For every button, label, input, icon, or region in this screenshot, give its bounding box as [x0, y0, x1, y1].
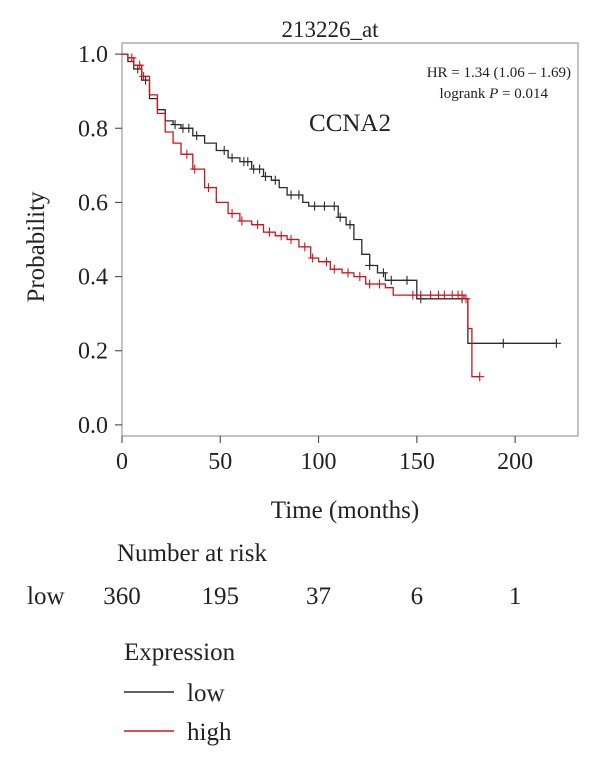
censor-mark-low: [329, 201, 339, 211]
censor-mark-high: [343, 268, 353, 278]
censor-mark-low: [365, 260, 375, 270]
censor-mark-low: [219, 146, 229, 156]
x-axis-label: Time (months): [271, 497, 419, 524]
censor-mark-low: [402, 275, 412, 285]
censor-mark-high: [203, 183, 213, 193]
censor-mark-high: [135, 60, 145, 70]
censor-mark-high: [461, 294, 471, 304]
risk-value: 37: [306, 583, 331, 610]
chart-title: 213226_at: [281, 17, 379, 42]
censor-mark-high: [408, 290, 418, 300]
censor-mark-high: [300, 242, 310, 252]
censor-mark-high: [321, 257, 331, 267]
censor-mark-high: [426, 290, 436, 300]
y-tick-label: 0.8: [78, 116, 108, 142]
censor-mark-high: [127, 53, 137, 63]
censor-mark-low: [243, 157, 253, 167]
legend-title: Expression: [124, 639, 236, 666]
logrank-text: logrank P = 0.014: [440, 86, 549, 102]
legend-label-low: low: [187, 680, 225, 707]
censor-mark-high: [227, 209, 237, 219]
censor-mark-high: [286, 235, 296, 244]
censor-mark-low: [335, 212, 345, 222]
censor-mark-high: [264, 227, 274, 237]
censor-mark-low: [378, 268, 388, 278]
censor-mark-high: [190, 164, 200, 174]
risk-row-label: low: [27, 583, 65, 610]
censor-mark-high: [457, 290, 467, 300]
censor-mark-high: [329, 264, 339, 274]
hazard-ratio-text: HR = 1.34 (1.06 – 1.69): [427, 65, 571, 81]
risk-value: 1: [509, 583, 522, 610]
censor-mark-high: [139, 71, 149, 81]
x-tick-label: 150: [399, 449, 435, 475]
censor-mark-high: [365, 279, 375, 289]
censor-mark-low: [386, 275, 396, 285]
censor-mark-high: [182, 149, 192, 159]
censor-mark-low: [192, 131, 202, 141]
censor-mark-low: [184, 123, 194, 133]
censor-mark-high: [439, 290, 449, 300]
censor-mark-low: [319, 201, 329, 211]
censor-mark-high: [237, 216, 247, 226]
x-tick-label: 0: [116, 449, 128, 475]
y-tick-label: 0.4: [78, 265, 108, 291]
censor-mark-low: [270, 175, 280, 185]
censor-mark-low: [345, 220, 355, 230]
censor-mark-high: [475, 372, 485, 382]
y-axis: 0.0 0.2 0.4 0.6 0.8 1.0: [78, 42, 122, 439]
censor-mark-low: [551, 338, 561, 348]
survival-curve-high: [122, 53, 480, 378]
y-axis-label: Probability: [23, 191, 50, 303]
risk-value: 6: [411, 583, 424, 610]
censor-mark-high: [253, 220, 263, 230]
censor-mark-high: [276, 231, 286, 241]
plot-frame: [121, 42, 579, 437]
censor-mark-low: [133, 64, 143, 74]
y-tick-label: 0.0: [78, 413, 108, 439]
censor-mark-low: [286, 190, 296, 200]
risk-table-title: Number at risk: [117, 540, 267, 567]
censor-mark-low: [141, 75, 151, 85]
x-tick-label: 50: [208, 449, 232, 475]
y-tick-label: 0.6: [78, 190, 108, 216]
censor-mark-low: [227, 153, 237, 163]
censor-mark-low: [310, 201, 320, 211]
censor-mark-high: [374, 279, 384, 289]
x-tick-label: 100: [301, 449, 337, 475]
censor-mark-high: [308, 253, 318, 263]
gene-label: CCNA2: [309, 110, 391, 137]
risk-table-values: 360 195 37 6 1: [103, 583, 521, 610]
risk-value: 360: [103, 583, 141, 610]
censor-mark-low: [294, 190, 304, 200]
y-tick-label: 1.0: [78, 42, 108, 68]
censor-mark-high: [416, 290, 426, 300]
survival-curves: [122, 53, 561, 382]
censor-mark-low: [170, 120, 180, 130]
y-tick-label: 0.2: [78, 339, 108, 365]
legend-label-high: high: [187, 719, 232, 746]
censor-mark-low: [260, 171, 270, 181]
censor-mark-low: [255, 164, 265, 174]
risk-value: 195: [202, 583, 240, 610]
censor-mark-low: [498, 338, 508, 348]
censor-mark-high: [355, 272, 365, 282]
x-axis: 0 50 100 150 200: [116, 436, 533, 475]
x-tick-label: 200: [497, 449, 533, 475]
